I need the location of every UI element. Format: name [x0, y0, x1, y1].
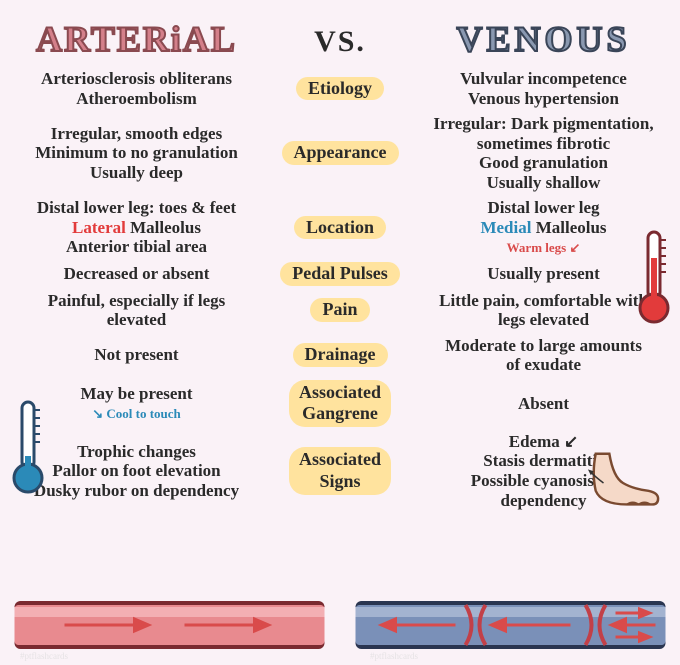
artery-diagram: [14, 595, 325, 659]
venous-cell: Usually present: [415, 261, 672, 287]
category-label: Location: [265, 214, 415, 242]
arterial-cell: Distal lower leg: toes & feetLateral Mal…: [8, 195, 265, 260]
arterial-cell: Irregular, smooth edgesMinimum to no gra…: [8, 121, 265, 186]
title-arterial: ARTERiAL: [8, 18, 265, 60]
watermark-right: #ptflashcards: [370, 651, 418, 661]
arterial-cell: Arteriosclerosis obliteransAtheroembolis…: [8, 66, 265, 111]
arterial-cell: Trophic changesPallor on foot elevationD…: [8, 439, 265, 504]
category-label: Etiology: [265, 75, 415, 103]
title-venous: VENOUS: [415, 18, 672, 60]
venous-cell: Little pain, comfortable withlegs elevat…: [415, 288, 672, 333]
foot-edema-icon: [584, 444, 662, 514]
category-label: Appearance: [265, 139, 415, 167]
comparison-row: Arteriosclerosis obliteransAtheroembolis…: [0, 66, 680, 111]
comparison-row: Distal lower leg: toes & feetLateral Mal…: [0, 195, 680, 260]
category-label: Drainage: [265, 341, 415, 369]
arterial-cell: Painful, especially if legselevated: [8, 288, 265, 333]
category-label: Pedal Pulses: [265, 260, 415, 288]
comparison-row: Not presentDrainageModerate to large amo…: [0, 333, 680, 378]
venous-cell: Distal lower legMedial MalleolusWarm leg…: [415, 195, 672, 260]
comparison-table: Arteriosclerosis obliteransAtheroembolis…: [0, 66, 680, 513]
comparison-row: Painful, especially if legselevatedPainL…: [0, 288, 680, 333]
venous-cell: Vulvular incompetenceVenous hypertension: [415, 66, 672, 111]
arterial-cell: May be present↘ Cool to touch: [8, 381, 265, 426]
comparison-row: May be present↘ Cool to touchAssociatedG…: [0, 378, 680, 429]
venous-cell: Moderate to large amountsof exudate: [415, 333, 672, 378]
watermark-left: #ptflashcards: [20, 651, 68, 661]
arterial-cell: Decreased or absent: [8, 261, 265, 287]
header-row: ARTERiAL VS. VENOUS: [0, 0, 680, 66]
comparison-row: Irregular, smooth edgesMinimum to no gra…: [0, 111, 680, 195]
category-label: AssociatedGangrene: [265, 378, 415, 429]
venous-cell: Absent: [415, 391, 672, 417]
vein-diagram: [355, 595, 666, 659]
category-label: AssociatedSigns: [265, 445, 415, 496]
comparison-row: Trophic changesPallor on foot elevationD…: [0, 429, 680, 513]
venous-cell: Irregular: Dark pigmentation,sometimes f…: [415, 111, 672, 195]
vessel-diagrams: [0, 595, 680, 665]
comparison-row: Decreased or absentPedal PulsesUsually p…: [0, 260, 680, 288]
title-vs: VS.: [265, 25, 415, 59]
category-label: Pain: [265, 296, 415, 324]
arterial-cell: Not present: [8, 342, 265, 368]
